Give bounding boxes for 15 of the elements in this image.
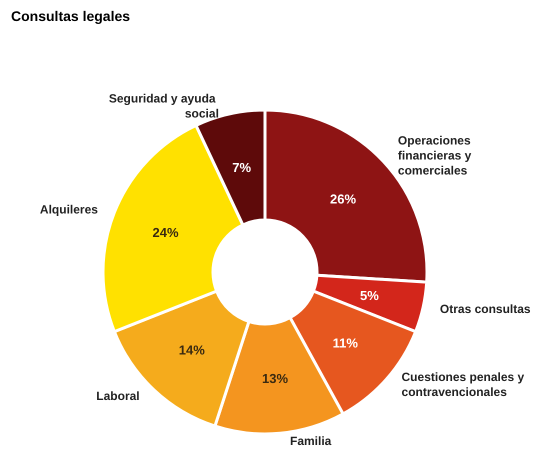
data-label: 14% bbox=[178, 342, 206, 358]
slice-label: Laboral bbox=[96, 388, 140, 403]
data-label: 13% bbox=[262, 371, 289, 386]
data-label: 26% bbox=[330, 191, 356, 206]
data-label: 5% bbox=[360, 288, 380, 303]
slice-label: Alquileres bbox=[40, 202, 98, 216]
slice-label: Cuestiones penales y contravencionales bbox=[402, 370, 528, 399]
slice-label: Operaciones financieras y comerciales bbox=[398, 134, 475, 178]
slice-label: Seguridad y ayuda social bbox=[108, 92, 219, 121]
slice-label: Otras consultas bbox=[440, 302, 531, 316]
slice-label: Familia bbox=[290, 434, 332, 448]
data-label: 24% bbox=[152, 225, 179, 240]
data-label: 7% bbox=[232, 160, 252, 176]
chart-title: Consultas legales bbox=[11, 8, 130, 24]
data-label: 11% bbox=[332, 335, 358, 350]
